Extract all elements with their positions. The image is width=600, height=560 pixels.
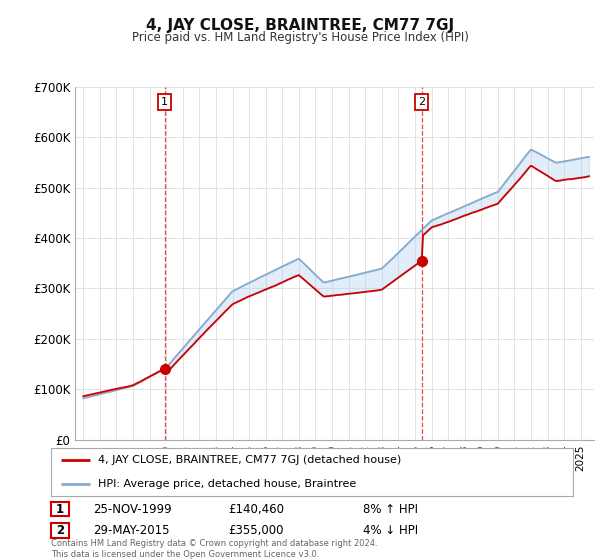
Text: £355,000: £355,000 [228,524,284,538]
Text: 2: 2 [56,524,64,537]
Text: 4, JAY CLOSE, BRAINTREE, CM77 7GJ (detached house): 4, JAY CLOSE, BRAINTREE, CM77 7GJ (detac… [98,455,401,465]
Text: 29-MAY-2015: 29-MAY-2015 [93,524,170,538]
Text: Price paid vs. HM Land Registry's House Price Index (HPI): Price paid vs. HM Land Registry's House … [131,31,469,44]
Text: 4% ↓ HPI: 4% ↓ HPI [363,524,418,538]
Text: Contains HM Land Registry data © Crown copyright and database right 2024.
This d: Contains HM Land Registry data © Crown c… [51,539,377,559]
Text: 8% ↑ HPI: 8% ↑ HPI [363,503,418,516]
Text: HPI: Average price, detached house, Braintree: HPI: Average price, detached house, Brai… [98,479,356,489]
Text: 25-NOV-1999: 25-NOV-1999 [93,503,172,516]
Text: £140,460: £140,460 [228,503,284,516]
Text: 4, JAY CLOSE, BRAINTREE, CM77 7GJ: 4, JAY CLOSE, BRAINTREE, CM77 7GJ [146,18,454,33]
Text: 2: 2 [418,97,425,107]
Text: 1: 1 [56,502,64,516]
Text: 1: 1 [161,97,168,107]
